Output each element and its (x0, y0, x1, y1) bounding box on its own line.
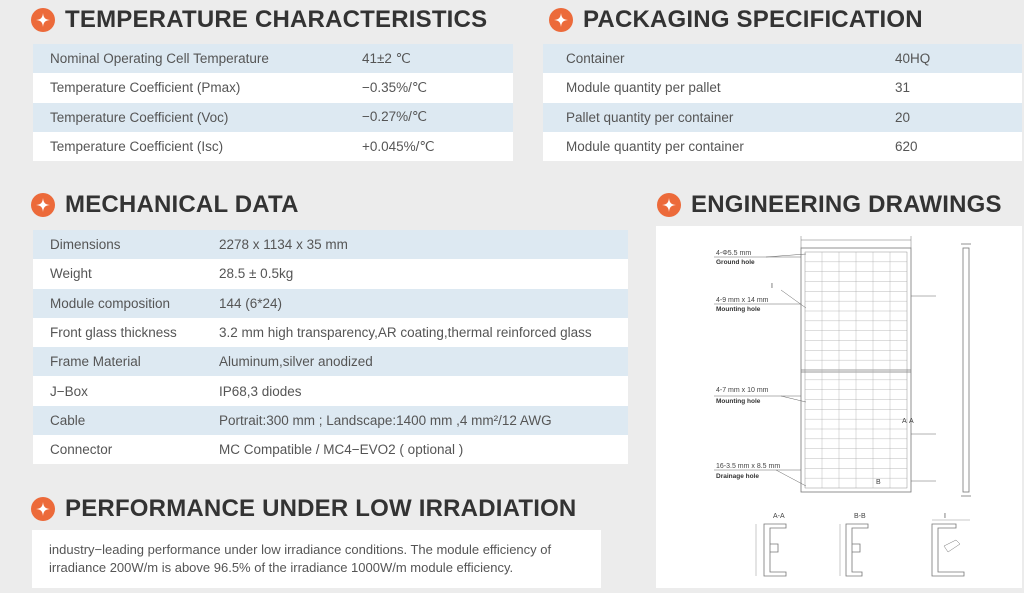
mounting-hole-1-label: Mounting hole (716, 306, 761, 313)
table-cell-value: 20 (878, 102, 1022, 132)
packaging-section-title: PACKAGING SPECIFICATION (549, 6, 923, 34)
mechanical-section-title: MECHANICAL DATA (31, 191, 299, 219)
table-cell-label: Nominal Operating Cell Temperature (33, 44, 345, 74)
packaging-title: PACKAGING SPECIFICATION (583, 6, 923, 33)
sparkle-icon (31, 8, 55, 32)
table-cell-value: −0.27%/℃ (345, 102, 513, 132)
engineering-title: ENGINEERING DRAWINGS (691, 191, 1002, 218)
section-bb-label: B-B (854, 513, 866, 520)
drainage-hole-label: Drainage hole (716, 473, 759, 480)
engineering-drawing-panel: 4-Φ5.5 mm Ground hole I 4-9 mm x 14 mm M… (656, 226, 1022, 588)
table-cell-label: Front glass thickness (50, 325, 177, 341)
table-cell-label: Module composition (33, 288, 202, 318)
table-cell-label: J−Box (50, 383, 88, 399)
table-cell-value: Portrait:300 mm ; Landscape:1400 mm ,4 m… (202, 405, 628, 436)
table-cell-label: Pallet quantity per container (543, 102, 878, 132)
section-marker-a: A (909, 418, 914, 425)
table-row: Temperature Coefficient (Isc) +0.045%/℃ (33, 132, 513, 161)
table-row: Weight 28.5 ± 0.5kg (33, 259, 628, 288)
mechanical-title: MECHANICAL DATA (65, 191, 299, 218)
table-cell-label: Temperature Coefficient (Pmax) (50, 80, 241, 96)
table-row: Frame Material Aluminum,silver anodized (33, 347, 628, 377)
cell-grid (805, 252, 907, 488)
packaging-table: Container 40HQ Module quantity per palle… (543, 44, 1022, 162)
table-cell-label: Dimensions (33, 230, 202, 260)
ground-hole-dimension: 4-Φ5.5 mm (716, 250, 751, 257)
sparkle-icon (31, 497, 55, 521)
table-cell-value: 2278 x 1134 x 35 mm (202, 230, 628, 260)
mounting-hole-2-label: Mounting hole (716, 398, 761, 405)
sparkle-icon (549, 8, 573, 32)
table-cell-value: 620 (895, 139, 918, 155)
table-cell-value: −0.35%/℃ (362, 79, 428, 95)
table-cell-label: Module quantity per container (566, 139, 744, 155)
mechanical-table: Dimensions 2278 x 1134 x 35 mm Weight 28… (33, 230, 628, 465)
table-cell-value: 3.2 mm high transparency,AR coating,ther… (219, 325, 592, 341)
table-cell-label: Module quantity per pallet (566, 80, 721, 96)
temperature-title: TEMPERATURE CHARACTERISTICS (65, 6, 488, 33)
mounting-hole-1-dimension: 4-9 mm x 14 mm (716, 297, 769, 304)
engineering-section-title: ENGINEERING DRAWINGS (657, 191, 1002, 219)
section-i-view (931, 519, 970, 577)
table-row: Dimensions 2278 x 1134 x 35 mm (33, 230, 628, 260)
section-marker-b: B (876, 479, 881, 486)
section-aa-view (755, 523, 787, 577)
table-row: Module quantity per pallet 31 (543, 73, 1022, 102)
table-row: Temperature Coefficient (Voc) −0.27%/℃ (33, 102, 513, 132)
table-row: Connector MC Compatible / MC4−EVO2 ( opt… (33, 435, 628, 464)
table-cell-label: Temperature Coefficient (Voc) (33, 102, 345, 132)
table-row: J−Box IP68,3 diodes (33, 376, 628, 405)
performance-description: industry−leading performance under low i… (32, 530, 601, 588)
section-marker-a: A (902, 418, 907, 425)
section-aa-label: A-A (773, 513, 785, 520)
section-marker-i: I (771, 283, 773, 290)
mounting-hole-2-dimension: 4-7 mm x 10 mm (716, 387, 769, 394)
table-cell-value: 40HQ (878, 44, 1022, 74)
table-row: Module quantity per container 620 (543, 132, 1022, 161)
table-cell-label: Frame Material (33, 347, 202, 377)
table-cell-value: Aluminum,silver anodized (202, 347, 628, 377)
performance-section-title: PERFORMANCE UNDER LOW IRRADIATION (31, 495, 576, 523)
temperature-table: Nominal Operating Cell Temperature 41±2 … (33, 44, 513, 162)
table-row: Pallet quantity per container 20 (543, 102, 1022, 132)
temperature-section-title: TEMPERATURE CHARACTERISTICS (31, 6, 487, 34)
performance-title: PERFORMANCE UNDER LOW IRRADIATION (65, 495, 577, 522)
section-i-label: I (944, 513, 946, 520)
table-row: Front glass thickness 3.2 mm high transp… (33, 318, 628, 347)
table-cell-value: +0.045%/℃ (362, 138, 435, 154)
table-cell-label: Temperature Coefficient (Isc) (50, 139, 224, 155)
table-cell-label: Weight (50, 266, 92, 282)
module-side-view (961, 243, 971, 497)
table-cell-value: 31 (895, 80, 911, 96)
section-bb-view (839, 523, 869, 577)
table-cell-value: IP68,3 diodes (219, 383, 302, 399)
table-row: Container 40HQ (543, 44, 1022, 74)
sparkle-icon (657, 193, 681, 217)
sparkle-icon (31, 193, 55, 217)
table-cell-label: Cable (33, 405, 202, 436)
table-row: Nominal Operating Cell Temperature 41±2 … (33, 44, 513, 74)
table-row: Module composition 144 (6*24) (33, 288, 628, 318)
table-cell-value: 41±2 ℃ (345, 44, 513, 74)
module-drawing: 4-Φ5.5 mm Ground hole I 4-9 mm x 14 mm M… (714, 236, 971, 577)
table-cell-value: MC Compatible / MC4−EVO2 ( optional ) (219, 442, 464, 458)
table-row: Temperature Coefficient (Pmax) −0.35%/℃ (33, 73, 513, 102)
table-cell-label: Container (543, 44, 878, 74)
table-cell-value: 28.5 ± 0.5kg (219, 266, 294, 282)
drainage-hole-dimension: 16-3.5 mm x 8.5 mm (716, 463, 780, 470)
table-cell-value: 144 (6*24) (202, 288, 628, 318)
ground-hole-label: Ground hole (716, 259, 755, 266)
table-row: Cable Portrait:300 mm ; Landscape:1400 m… (33, 405, 628, 436)
table-cell-label: Connector (50, 442, 113, 458)
